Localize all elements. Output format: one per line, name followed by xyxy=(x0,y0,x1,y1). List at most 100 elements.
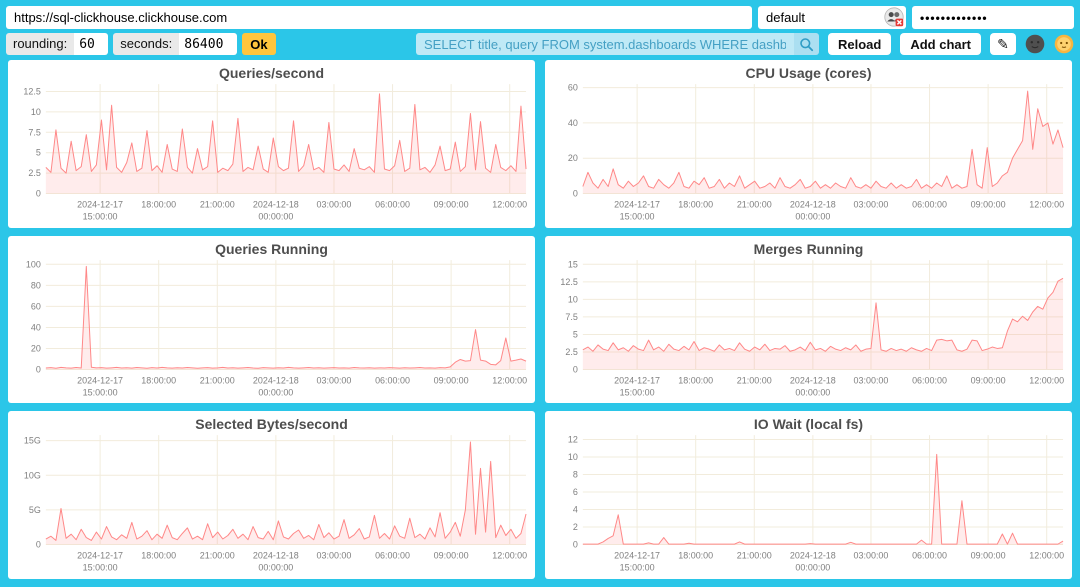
svg-text:5G: 5G xyxy=(29,505,41,515)
svg-text:21:00:00: 21:00:00 xyxy=(200,375,235,385)
svg-text:0: 0 xyxy=(36,189,41,199)
svg-text:12: 12 xyxy=(568,435,578,445)
chart-canvas-io-wait[interactable]: 2024-12-17 15:00:00 18:00:00 21:00:00 2024-1… xyxy=(545,411,1072,579)
svg-text:20: 20 xyxy=(31,343,41,353)
svg-text:03:00:00: 03:00:00 xyxy=(854,375,889,385)
svg-text:21:00:00: 21:00:00 xyxy=(737,551,772,561)
chart-canvas-queries-running[interactable]: 2024-12-17 15:00:00 18:00:00 21:00:00 2024-1… xyxy=(8,236,535,404)
chart-canvas-queries-per-second[interactable]: 2024-12-17 15:00:00 18:00:00 21:00:00 2024-1… xyxy=(8,60,535,228)
svg-text:15:00:00: 15:00:00 xyxy=(83,387,118,397)
moon-face-icon xyxy=(1025,34,1045,54)
svg-text:2024-12-18: 2024-12-18 xyxy=(253,200,299,210)
add-chart-button[interactable]: Add chart xyxy=(900,33,981,55)
svg-text:21:00:00: 21:00:00 xyxy=(200,551,235,561)
svg-text:00:00:00: 00:00:00 xyxy=(795,212,830,222)
chart-canvas-merges-running[interactable]: 2024-12-17 15:00:00 18:00:00 21:00:00 2024-1… xyxy=(545,236,1072,404)
chart-panel-selected-bytes: Selected Bytes/second 2024-12-17 15:00:00… xyxy=(8,411,535,579)
svg-text:2024-12-18: 2024-12-18 xyxy=(790,551,836,561)
chart-panel-queries-per-second: Queries/second 2024-12-17 15:00:00 18:00:0… xyxy=(8,60,535,228)
server-url-input[interactable] xyxy=(6,6,752,29)
auth-status-icon xyxy=(884,7,904,27)
svg-text:2024-12-18: 2024-12-18 xyxy=(790,375,836,385)
svg-text:2: 2 xyxy=(573,522,578,532)
seconds-control: seconds: xyxy=(113,33,238,55)
svg-text:0: 0 xyxy=(573,540,578,550)
dashboard-grid: Queries/second 2024-12-17 15:00:00 18:00:0… xyxy=(8,60,1072,579)
svg-text:03:00:00: 03:00:00 xyxy=(317,551,352,561)
svg-text:15:00:00: 15:00:00 xyxy=(620,563,655,573)
svg-text:2.5: 2.5 xyxy=(28,168,40,178)
svg-text:5: 5 xyxy=(36,148,41,158)
dark-theme-toggle[interactable] xyxy=(1025,34,1045,54)
svg-text:7.5: 7.5 xyxy=(565,312,577,322)
rounding-input[interactable] xyxy=(74,33,109,55)
svg-text:15:00:00: 15:00:00 xyxy=(620,212,655,222)
svg-text:09:00:00: 09:00:00 xyxy=(971,200,1006,210)
svg-text:2024-12-18: 2024-12-18 xyxy=(253,551,299,561)
svg-text:0: 0 xyxy=(573,364,578,374)
sun-face-icon xyxy=(1054,34,1074,54)
svg-text:09:00:00: 09:00:00 xyxy=(434,375,469,385)
password-input[interactable] xyxy=(912,6,1074,29)
reload-button[interactable]: Reload xyxy=(827,33,892,55)
svg-text:12:00:00: 12:00:00 xyxy=(1029,551,1064,561)
svg-text:12:00:00: 12:00:00 xyxy=(1029,200,1064,210)
svg-text:4: 4 xyxy=(573,505,578,515)
svg-text:03:00:00: 03:00:00 xyxy=(854,551,889,561)
svg-text:12:00:00: 12:00:00 xyxy=(492,375,527,385)
chart-canvas-selected-bytes[interactable]: 2024-12-17 15:00:00 18:00:00 21:00:00 2024-1… xyxy=(8,411,535,579)
svg-text:21:00:00: 21:00:00 xyxy=(737,375,772,385)
svg-text:00:00:00: 00:00:00 xyxy=(258,212,293,222)
search-icon xyxy=(800,37,814,51)
chart-panel-queries-running: Queries Running 2024-12-17 15:00:00 18:00:… xyxy=(8,235,535,404)
username-input[interactable] xyxy=(758,6,906,29)
svg-text:15:00:00: 15:00:00 xyxy=(620,387,655,397)
user-field-wrap xyxy=(758,6,906,29)
svg-text:06:00:00: 06:00:00 xyxy=(912,551,947,561)
svg-text:12:00:00: 12:00:00 xyxy=(492,551,527,561)
connection-bar xyxy=(6,6,1074,29)
svg-text:40: 40 xyxy=(31,322,41,332)
svg-text:60: 60 xyxy=(31,301,41,311)
svg-text:15: 15 xyxy=(568,259,578,269)
svg-text:09:00:00: 09:00:00 xyxy=(434,551,469,561)
svg-text:10: 10 xyxy=(31,107,41,117)
svg-text:12.5: 12.5 xyxy=(23,86,40,96)
svg-text:03:00:00: 03:00:00 xyxy=(317,375,352,385)
seconds-input[interactable] xyxy=(179,33,238,55)
svg-text:10: 10 xyxy=(568,452,578,462)
svg-text:18:00:00: 18:00:00 xyxy=(141,200,176,210)
ok-button[interactable]: Ok xyxy=(242,33,276,55)
controls-bar: rounding: seconds: Ok Reload Add chart ✎ xyxy=(6,33,1074,55)
dashboard-query-control xyxy=(415,33,819,55)
svg-text:20: 20 xyxy=(568,153,578,163)
edit-button[interactable]: ✎ xyxy=(990,33,1016,55)
svg-text:12.5: 12.5 xyxy=(560,276,577,286)
light-theme-toggle[interactable] xyxy=(1054,34,1074,54)
svg-text:18:00:00: 18:00:00 xyxy=(678,375,713,385)
svg-text:10: 10 xyxy=(568,294,578,304)
dashboard-query-input[interactable] xyxy=(415,33,794,55)
svg-text:18:00:00: 18:00:00 xyxy=(141,551,176,561)
svg-text:2024-12-17: 2024-12-17 xyxy=(77,200,123,210)
svg-text:06:00:00: 06:00:00 xyxy=(375,375,410,385)
svg-text:00:00:00: 00:00:00 xyxy=(795,387,830,397)
svg-text:15G: 15G xyxy=(24,436,41,446)
svg-text:03:00:00: 03:00:00 xyxy=(854,200,889,210)
svg-text:2.5: 2.5 xyxy=(565,347,577,357)
chart-canvas-cpu-usage[interactable]: 2024-12-17 15:00:00 18:00:00 21:00:00 2024-1… xyxy=(545,60,1072,228)
svg-text:06:00:00: 06:00:00 xyxy=(375,200,410,210)
svg-text:40: 40 xyxy=(568,118,578,128)
svg-text:09:00:00: 09:00:00 xyxy=(971,551,1006,561)
svg-text:06:00:00: 06:00:00 xyxy=(912,375,947,385)
svg-text:21:00:00: 21:00:00 xyxy=(200,200,235,210)
search-button[interactable] xyxy=(793,33,819,55)
svg-text:03:00:00: 03:00:00 xyxy=(317,200,352,210)
svg-text:2024-12-17: 2024-12-17 xyxy=(614,551,660,561)
svg-text:09:00:00: 09:00:00 xyxy=(971,375,1006,385)
svg-text:6: 6 xyxy=(573,487,578,497)
svg-text:2024-12-17: 2024-12-17 xyxy=(77,551,123,561)
svg-text:10G: 10G xyxy=(24,471,41,481)
svg-text:21:00:00: 21:00:00 xyxy=(737,200,772,210)
svg-text:7.5: 7.5 xyxy=(28,127,40,137)
